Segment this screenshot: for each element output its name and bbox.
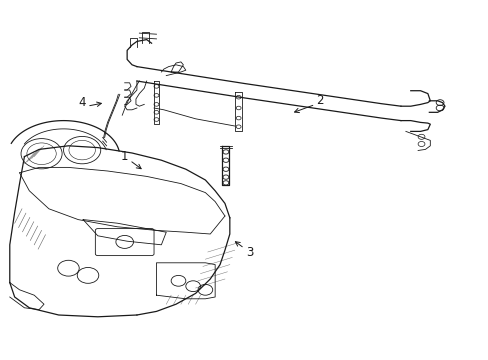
Text: 2: 2 [316,94,324,107]
Text: 1: 1 [121,150,128,163]
Text: 4: 4 [78,96,86,109]
Text: 3: 3 [245,246,253,258]
